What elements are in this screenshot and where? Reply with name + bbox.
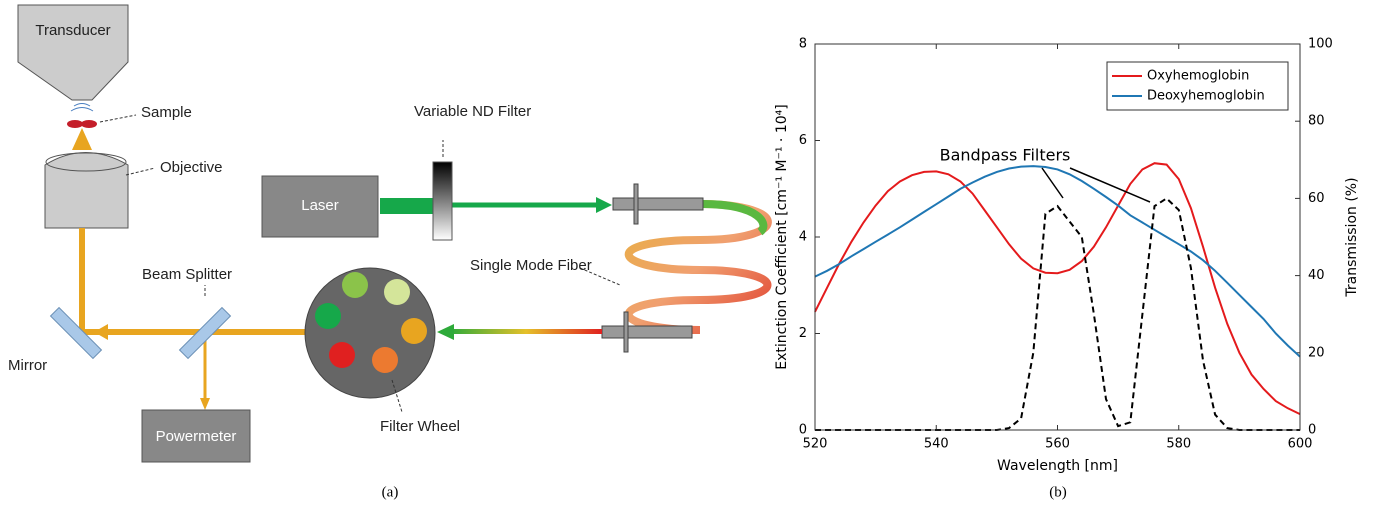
- series-line: [815, 163, 1300, 414]
- annotation-pointer: [1070, 168, 1150, 202]
- laser-beam: [380, 198, 434, 214]
- beam-cone: [72, 128, 92, 150]
- y-tick-label: 8: [799, 37, 807, 52]
- series-line: [815, 166, 1300, 357]
- mirror-label: Mirror: [8, 357, 47, 374]
- y2-tick-label: 40: [1308, 268, 1325, 283]
- y2-tick-label: 80: [1308, 114, 1325, 129]
- y-tick-label: 2: [799, 326, 807, 341]
- nd-filter: [433, 162, 452, 240]
- arrow: [200, 398, 210, 410]
- filter: [315, 303, 341, 329]
- legend-label: Oxyhemoglobin: [1147, 69, 1249, 84]
- arrow: [596, 197, 612, 213]
- caption: (a): [382, 484, 399, 500]
- x-tick-label: 580: [1166, 437, 1191, 452]
- pointer: [126, 168, 155, 175]
- annotation: Bandpass Filters: [940, 146, 1071, 165]
- filter: [401, 318, 427, 344]
- objective: [45, 153, 128, 229]
- filter: [372, 347, 398, 373]
- transducer: [18, 5, 128, 100]
- sample-label: Sample: [141, 104, 192, 121]
- caption: (b): [1049, 484, 1067, 500]
- nd-filter-label: Variable ND Filter: [414, 103, 531, 120]
- fiber-connector: [624, 312, 628, 352]
- fiber-output: [450, 329, 602, 334]
- y2-tick-label: 100: [1308, 37, 1333, 52]
- fiber-connector: [602, 326, 692, 338]
- legend-label: Deoxyhemoglobin: [1147, 89, 1265, 104]
- diagram: Transducer Sample Objective Mirror Beam …: [8, 5, 1067, 500]
- beam-splitter-label: Beam Splitter: [142, 266, 232, 283]
- y-tick-label: 0: [799, 423, 807, 438]
- transducer-label: Transducer: [35, 22, 110, 39]
- fiber-label: Single Mode Fiber: [470, 257, 592, 274]
- x-tick-label: 600: [1288, 437, 1313, 452]
- y2-tick-label: 0: [1308, 423, 1316, 438]
- ultrasound: [71, 104, 93, 112]
- x-tick-label: 540: [924, 437, 949, 452]
- sample: [67, 120, 83, 128]
- filter: [342, 272, 368, 298]
- arrow: [94, 324, 108, 340]
- fiber-coil: [629, 204, 768, 330]
- objective-label: Objective: [160, 159, 223, 176]
- y2-axis-label: Transmission (%): [1344, 177, 1360, 297]
- sample: [81, 120, 97, 128]
- fiber-connector: [634, 184, 638, 224]
- y-axis-label: Extinction Coefficient [cm⁻¹ M⁻¹ · 10⁴]: [774, 104, 790, 369]
- laser-label: Laser: [301, 197, 339, 214]
- fiber-connector: [613, 198, 703, 210]
- arrow: [437, 324, 454, 340]
- x-tick-label: 520: [803, 437, 828, 452]
- filter: [329, 342, 355, 368]
- y-tick-label: 4: [799, 230, 807, 245]
- x-axis-label: Wavelength [nm]: [997, 458, 1118, 474]
- y2-tick-label: 60: [1308, 191, 1325, 206]
- series-line: [815, 198, 1300, 430]
- y-tick-label: 6: [799, 133, 807, 148]
- filter: [384, 279, 410, 305]
- figure: Transducer Sample Objective Mirror Beam …: [0, 0, 1375, 508]
- filter-wheel-label: Filter Wheel: [380, 418, 460, 435]
- y2-tick-label: 20: [1308, 345, 1325, 360]
- annotation-pointer: [1042, 168, 1063, 198]
- pointer: [100, 115, 136, 122]
- x-tick-label: 560: [1045, 437, 1070, 452]
- powermeter-label: Powermeter: [156, 428, 237, 445]
